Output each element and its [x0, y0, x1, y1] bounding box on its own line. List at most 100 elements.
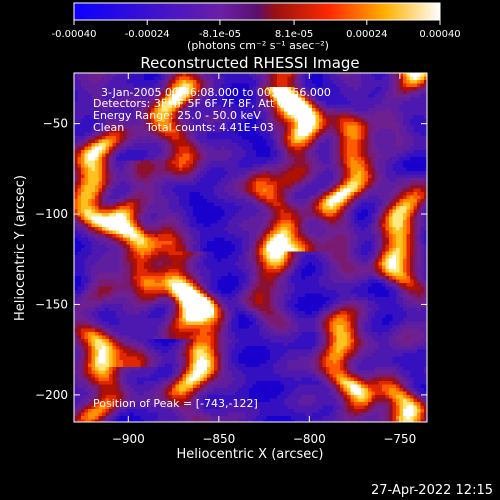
heatmap-cell [336, 230, 341, 235]
heatmap-cell [109, 244, 113, 249]
heatmap-cell [91, 150, 96, 154]
heatmap-cell [186, 230, 190, 235]
heatmap-cell [161, 136, 166, 140]
heatmap-cell [326, 213, 330, 217]
heatmap-cell [291, 118, 295, 123]
heatmap-cell [312, 178, 316, 182]
heatmap-cell [172, 164, 176, 168]
heatmap-cell [291, 209, 295, 214]
heatmap-cell [74, 132, 78, 137]
heatmap-cell [333, 185, 337, 189]
heatmap-cell [203, 108, 208, 112]
heatmap-cell [102, 160, 106, 165]
heatmap-cell [343, 167, 348, 172]
heatmap-cell [161, 244, 166, 249]
heatmap-cell [119, 83, 124, 88]
heatmap-cell [235, 115, 239, 119]
heatmap-cell [319, 164, 323, 168]
heatmap-cell [151, 227, 155, 231]
heatmap-cell [284, 171, 288, 175]
heatmap-cell [361, 97, 365, 102]
heatmap-cell [109, 139, 113, 144]
heatmap-cell [74, 178, 78, 182]
heatmap-cell [266, 153, 271, 158]
heatmap-cell [81, 223, 85, 228]
heatmap-cell [410, 192, 414, 196]
heatmap-cell [200, 234, 204, 238]
heatmap-cell [399, 83, 404, 88]
heatmap-cell [133, 101, 138, 105]
heatmap-cell [144, 241, 148, 245]
heatmap-cell [410, 230, 414, 235]
heatmap-cell [424, 97, 427, 102]
heatmap-cell [112, 178, 117, 182]
heatmap-cell [182, 227, 187, 231]
heatmap-cell [81, 132, 85, 137]
heatmap-cell [298, 209, 302, 214]
heatmap-cell [175, 192, 180, 196]
heatmap-cell [294, 97, 299, 102]
heatmap-cell [91, 101, 96, 105]
heatmap-cell [144, 80, 148, 84]
heatmap-cell [291, 227, 295, 231]
heatmap-cell [354, 150, 358, 154]
heatmap-cell [200, 118, 204, 123]
heatmap-cell [88, 241, 92, 245]
heatmap-cell [179, 227, 183, 231]
heatmap-cell [151, 199, 155, 203]
heatmap-cell [182, 80, 187, 84]
heatmap-cell [315, 150, 320, 154]
heatmap-cell [424, 171, 427, 175]
heatmap-cell [91, 125, 96, 130]
heatmap-cell [336, 143, 341, 147]
heatmap-cell [235, 143, 239, 147]
heatmap-cell [291, 174, 295, 179]
heatmap-cell [364, 206, 369, 210]
heatmap-cell [112, 132, 117, 137]
heatmap-cell [294, 178, 299, 182]
heatmap-cell [88, 220, 92, 224]
heatmap-cell [196, 181, 201, 186]
heatmap-cell [88, 164, 92, 168]
heatmap-cell [91, 115, 96, 119]
heatmap-cell [375, 139, 379, 144]
heatmap-cell [382, 115, 386, 119]
heatmap-cell [172, 108, 176, 112]
heatmap-cell [413, 227, 418, 231]
heatmap-cell [357, 241, 362, 245]
heatmap-cell [77, 178, 82, 182]
heatmap-cell [119, 76, 124, 81]
heatmap-cell [116, 122, 120, 126]
heatmap-cell [322, 171, 327, 175]
heatmap-cell [98, 188, 103, 193]
heatmap-cell [130, 227, 134, 231]
heatmap-cell [277, 132, 281, 137]
heatmap-cell [399, 199, 404, 203]
heatmap-cell [224, 153, 229, 158]
heatmap-cell [329, 157, 334, 161]
heatmap-cell [186, 171, 190, 175]
heatmap-cell [256, 132, 260, 137]
heatmap-cell [305, 80, 309, 84]
heatmap-cell [214, 87, 218, 91]
heatmap-cell [224, 178, 229, 182]
heatmap-cell [77, 185, 82, 189]
heatmap-cell [203, 125, 208, 130]
heatmap-cell [154, 227, 159, 231]
heatmap-cell [193, 111, 197, 116]
heatmap-cell [389, 167, 393, 172]
heatmap-cell [207, 129, 211, 133]
heatmap-cell [231, 157, 236, 161]
heatmap-cell [350, 195, 355, 200]
heatmap-cell [312, 171, 316, 175]
heatmap-cell [396, 73, 400, 77]
heatmap-cell [242, 139, 246, 144]
heatmap-cell [340, 185, 344, 189]
heatmap-cell [298, 136, 302, 140]
heatmap-cell [382, 139, 386, 144]
heatmap-cell [158, 220, 162, 224]
heatmap-cell [312, 209, 316, 214]
heatmap-cell [235, 230, 239, 235]
heatmap-cell [417, 73, 421, 77]
heatmap-cell [158, 216, 162, 221]
